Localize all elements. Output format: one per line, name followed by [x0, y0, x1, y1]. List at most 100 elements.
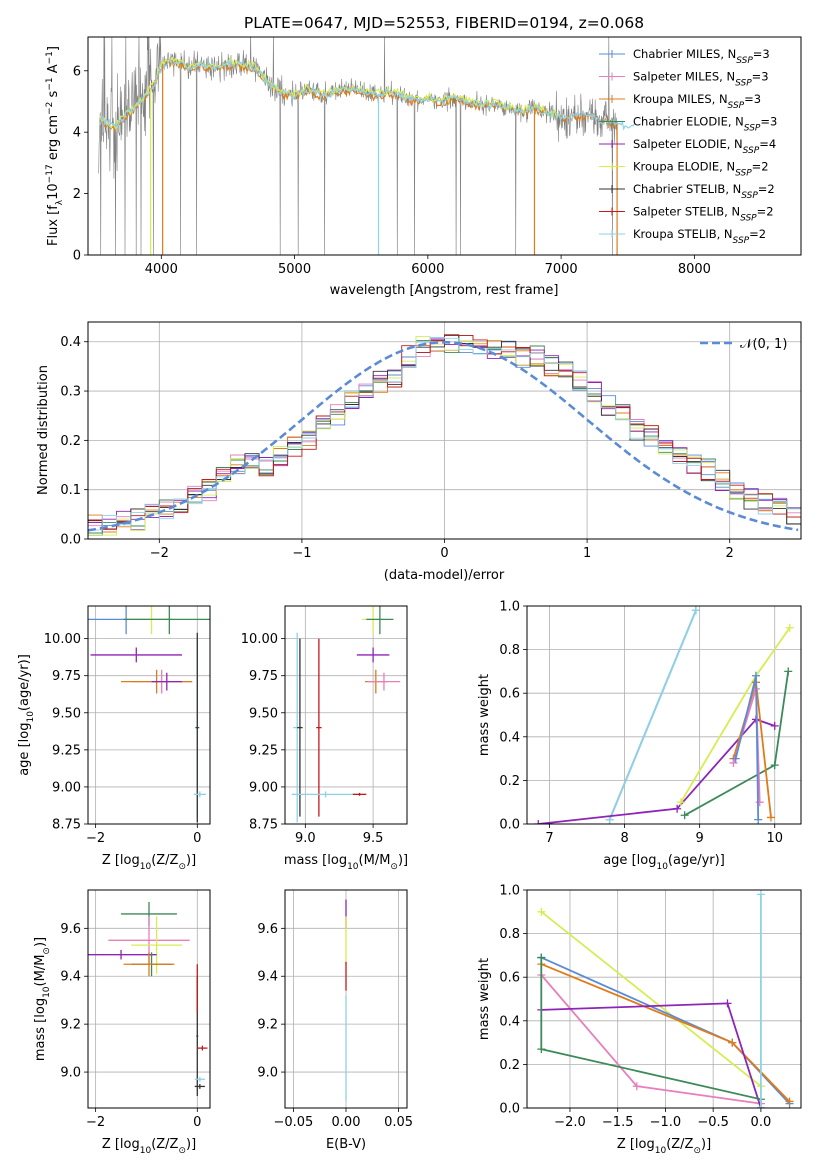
x-axis-label: age [log10(age/yr)]	[603, 853, 725, 872]
y-tick-label: 0.0	[499, 1102, 520, 1117]
errorbar-point	[196, 964, 198, 1013]
x-tick-label: 1	[583, 546, 591, 561]
y-tick-label: 9.25	[52, 743, 81, 758]
x-tick-label: −1	[292, 546, 311, 561]
errorbar-point	[123, 606, 210, 635]
model-spectrum-tail	[616, 120, 635, 131]
x-tick-label: −1.5	[602, 1115, 634, 1130]
y-tick-label: 9.75	[249, 669, 278, 684]
x-tick-label: 0.05	[384, 1115, 413, 1130]
legend-marker	[608, 117, 616, 126]
y-tick-label: 0.2	[60, 434, 81, 449]
series-marker	[784, 667, 793, 676]
x-axis-label: wavelength [Angstrom, rest frame]	[330, 283, 559, 298]
x-tick-label: 0	[193, 831, 201, 846]
legend-marker	[608, 207, 616, 216]
plot-area	[534, 606, 794, 824]
y-tick-label: 0.4	[60, 335, 81, 350]
y-axis-label: mass [log10(M/M⊙)]	[33, 937, 52, 1061]
legend-entry: Salpeter ELODIE, NSSP=4	[633, 137, 776, 156]
errorbar-point	[197, 1045, 208, 1051]
x-tick-label: 8000	[678, 262, 711, 277]
y-tick-label: 0.6	[499, 971, 520, 986]
errorbar-point	[195, 632, 199, 823]
x-tick-label: 5000	[278, 262, 311, 277]
legend-marker	[608, 50, 616, 58]
errorbar-point	[131, 916, 183, 974]
errorbar-point	[356, 647, 390, 663]
series-marker	[676, 798, 685, 807]
y-tick-label: 9.4	[257, 970, 278, 985]
series-marker	[537, 1045, 546, 1054]
spectrum-panel: 4000 5000 6000 7000 8000 0 2 4 6 wavelength [Angs…	[45, 36, 802, 298]
histogram-step	[88, 334, 801, 534]
y-tick-label: 2	[73, 187, 81, 202]
x-axis-label: E(B-V)	[326, 1137, 366, 1152]
legend-entry: Salpeter MILES, NSSP=3	[633, 70, 769, 89]
legend-marker	[608, 230, 616, 238]
x-tick-label: 8	[620, 831, 628, 846]
plot-area	[88, 334, 801, 536]
mass-weight-vs-age-panel: 7 8 9 10 0.0 0.2 0.4 0.6 0.8 1.0 age [log10(age/yr…	[477, 600, 802, 872]
series-marker	[537, 953, 546, 962]
mass-vs-ebv-panel: −0.05 0.00 0.05 9.0 9.2 9.4 9.6 E(B-V)	[257, 889, 413, 1152]
errorbar-point	[367, 672, 401, 691]
series-marker	[632, 1082, 641, 1091]
errorbar-point	[88, 949, 157, 960]
y-axis-label: mass weight	[477, 958, 492, 1040]
y-tick-label: 0.4	[499, 1014, 520, 1029]
x-tick-label: 9.5	[363, 831, 384, 846]
legend-entry: Kroupa ELODIE, NSSP=2	[633, 160, 769, 179]
series-line	[734, 675, 760, 820]
x-axis-label: Z [log10(Z/Z⊙)]	[102, 853, 196, 872]
x-axis-label: mass [log10(M/M⊙)]	[284, 853, 408, 872]
y-tick-label: 9.00	[52, 780, 81, 795]
y-tick-label: 0.0	[499, 818, 520, 833]
x-tick-label: 10	[766, 831, 783, 846]
y-tick-label: 10.00	[44, 632, 81, 647]
y-tick-label: 0.8	[499, 927, 520, 942]
histogram-step	[88, 337, 801, 531]
y-tick-label: 9.0	[60, 1066, 81, 1081]
axes-frame	[87, 36, 802, 256]
y-tick-label: 8.75	[52, 818, 81, 833]
y-tick-label: 9.6	[60, 922, 81, 937]
errorbar-point	[352, 792, 367, 796]
y-tick-label: 0.6	[499, 687, 520, 702]
plot-area	[88, 901, 208, 1097]
x-tick-label: −0.05	[273, 1115, 313, 1130]
series-marker	[766, 813, 775, 822]
series-marker	[723, 999, 732, 1008]
series-marker	[756, 1104, 765, 1108]
errorbar-point	[194, 1084, 205, 1089]
model-spectrum	[99, 58, 617, 133]
x-tick-label: 0	[193, 1115, 201, 1130]
legend-entry: Salpeter STELIB, NSSP=2	[633, 205, 774, 224]
series-line	[540, 911, 762, 1087]
errorbar-point	[90, 647, 183, 663]
series-marker	[756, 890, 765, 899]
y-axis-label: mass weight	[477, 674, 492, 756]
y-tick-label: 1.0	[499, 600, 520, 615]
series-marker	[770, 761, 779, 770]
series-line	[540, 957, 762, 1108]
mass-weight-vs-metallicity-panel: −2.0 −1.5 −1.0 −0.5 0.0 0.0 0.2 0.4 0.6 0.8 1.0 Z […	[477, 884, 802, 1156]
series-marker	[680, 811, 689, 820]
series-marker	[755, 798, 764, 807]
axes-frame	[87, 605, 211, 825]
mass-vs-metallicity-panel: −2 0 9.0 9.2 9.4 9.6 Z [log10(Z/Z⊙)] mass [log1…	[33, 889, 211, 1156]
axes-frame	[526, 889, 802, 1109]
y-tick-label: 0.3	[60, 385, 81, 400]
x-tick-label: −0.5	[697, 1115, 729, 1130]
series-marker	[785, 1097, 794, 1106]
y-tick-label: 9.50	[52, 706, 81, 721]
age-vs-mass-panel: 9.0 9.5 8.75 9.00 9.25 9.50 9.75 10.00 mass [log…	[241, 605, 408, 872]
normal-curve	[88, 340, 799, 532]
errorbar-point	[151, 672, 183, 691]
plot-area	[291, 606, 401, 823]
y-tick-label: 0.1	[60, 483, 81, 498]
series-marker	[731, 754, 740, 763]
plot-area	[537, 890, 794, 1108]
x-tick-label: 6000	[411, 262, 444, 277]
